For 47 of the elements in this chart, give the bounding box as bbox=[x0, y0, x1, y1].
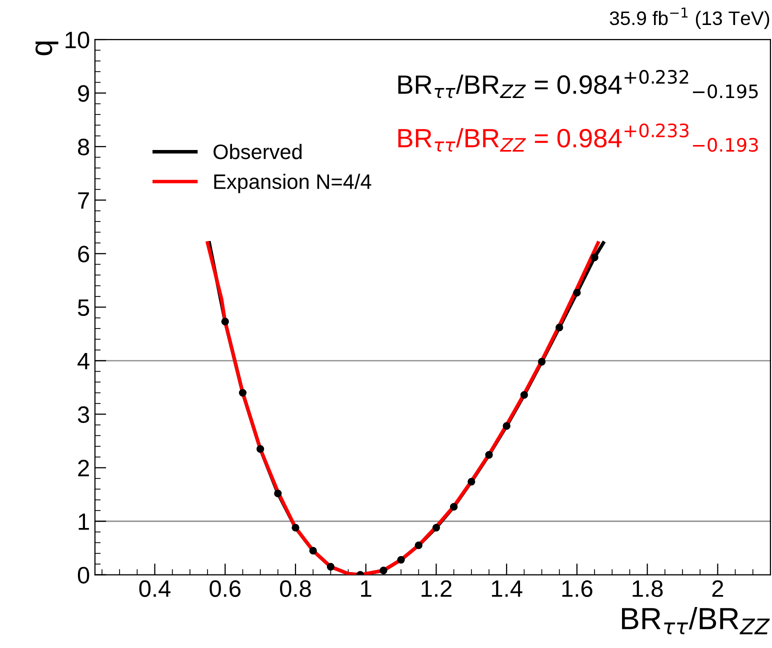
x-tick-label: 1 bbox=[361, 580, 372, 597]
annotation: BR$_{ττ}$/BR$_{ZZ}$ = 0.984$^{+0.233}$$_{−0.193}$ bbox=[398, 123, 758, 152]
point bbox=[238, 388, 247, 397]
y-tick-label: 1 bbox=[78, 514, 89, 530]
annotation: BR$_{ττ}$/BR$_{ZZ}$ = 0.984$^{+0.232}$$_{−0.195}$ bbox=[398, 70, 758, 98]
x-tick-label: 2 bbox=[712, 580, 724, 597]
x-tick-label: 0.8 bbox=[280, 580, 311, 597]
point bbox=[432, 524, 440, 532]
x-tick-label: 1.2 bbox=[422, 580, 452, 597]
legend-label: Observed bbox=[214, 144, 302, 160]
y-tick-label: 5 bbox=[78, 299, 90, 316]
y-tick-label: 10 bbox=[66, 32, 90, 48]
y-tick-label: 0 bbox=[78, 566, 90, 584]
y-tick-label: 9 bbox=[78, 85, 89, 102]
text: 35.9 fb$^{−1}$ (13 TeV) bbox=[610, 8, 770, 29]
y-tick-label: 6 bbox=[78, 246, 90, 262]
y-tick-label: 2 bbox=[78, 460, 89, 476]
point bbox=[450, 502, 458, 511]
point bbox=[256, 445, 264, 453]
point bbox=[397, 556, 405, 564]
x-tick-label: 1.8 bbox=[632, 580, 663, 597]
point bbox=[274, 490, 282, 498]
y-tick-label: 4 bbox=[78, 352, 90, 370]
x-tick-label: 1.4 bbox=[492, 580, 522, 597]
y-tick-label: 8 bbox=[78, 138, 90, 156]
point bbox=[556, 324, 564, 332]
point bbox=[502, 422, 510, 430]
x-tick-label: 0.6 bbox=[210, 580, 241, 597]
point bbox=[590, 254, 598, 262]
point bbox=[326, 562, 334, 571]
x-tick-label: 1.6 bbox=[562, 580, 592, 597]
y-tick-label: 3 bbox=[78, 406, 90, 423]
x-tick-label: 0.4 bbox=[139, 580, 170, 597]
point bbox=[380, 566, 388, 574]
point bbox=[221, 318, 229, 326]
x-axis-title: BR$_{ττ}$/BR$_{ZZ}$ bbox=[622, 607, 770, 634]
y-tick-label: 7 bbox=[78, 192, 89, 209]
point bbox=[309, 546, 317, 555]
point bbox=[520, 391, 528, 399]
point bbox=[468, 478, 476, 486]
point bbox=[292, 524, 300, 532]
point bbox=[538, 358, 546, 366]
legend-label: Expansion N=4/4 bbox=[214, 174, 372, 194]
point bbox=[485, 451, 493, 459]
point bbox=[414, 542, 422, 550]
y-axis-title: q bbox=[35, 41, 58, 56]
point bbox=[573, 288, 581, 297]
